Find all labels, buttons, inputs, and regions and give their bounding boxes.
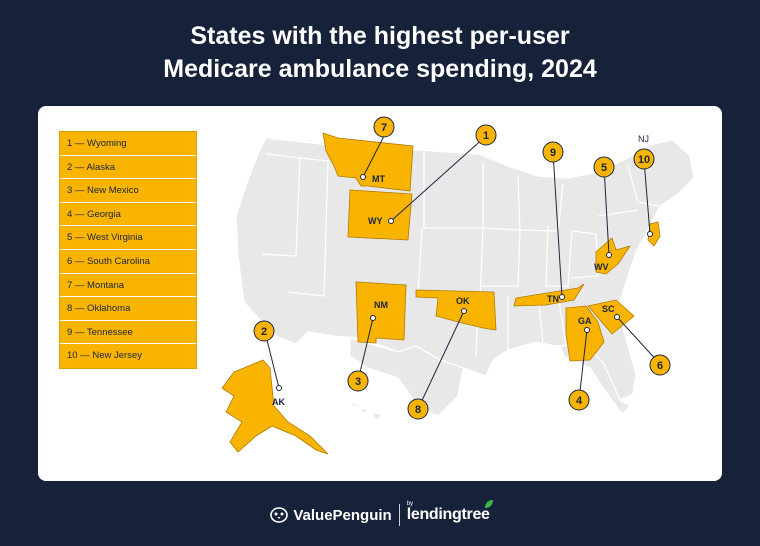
legend-item-4: 4 — Georgia [60, 202, 196, 227]
label-wv: WV [594, 262, 609, 272]
footer: ValuePenguin by lendingtree [0, 500, 760, 530]
rank-marker-1: 1 [475, 124, 497, 146]
legend-item-7: 7 — Montana [60, 273, 196, 298]
state-labels: MT WY NM OK TN GA SC WV AK NJ [272, 134, 649, 407]
label-nj: NJ [638, 134, 649, 144]
rank-markers: 7 1 9 5 10 2 3 8 4 6 [253, 116, 671, 420]
rank-marker-7: 7 [373, 116, 395, 138]
legend-item-2: 2 — Alaska [60, 155, 196, 180]
title-line-1: States with the highest per-user [190, 22, 570, 50]
valuepenguin-logo: ValuePenguin [270, 506, 392, 524]
svg-text:10: 10 [638, 154, 650, 166]
svg-text:3: 3 [355, 376, 361, 388]
state-georgia [565, 305, 605, 362]
legend-item-10: 10 — New Jersey [60, 344, 196, 368]
state-montana [322, 132, 414, 192]
state-south-carolina [587, 299, 635, 335]
us-base [235, 137, 695, 421]
legend-item-8: 8 — Oklahoma [60, 297, 196, 321]
state-alaska [221, 359, 329, 455]
brand-lendingtree: lendingtree [406, 506, 490, 523]
page-title: States with the highest per-user Medicar… [0, 20, 760, 86]
legend: 1 — Wyoming 2 — Alaska 3 — New Mexico 4 … [59, 131, 197, 369]
label-mt: MT [372, 174, 385, 184]
rank-marker-3: 3 [347, 370, 369, 392]
label-tn: TN [547, 294, 559, 304]
legend-item-6: 6 — South Carolina [60, 249, 196, 274]
svg-text:6: 6 [657, 360, 663, 372]
footer-divider [398, 504, 400, 526]
rank-marker-10: 10 [633, 148, 655, 170]
penguin-icon [270, 507, 289, 523]
rank-marker-2: 2 [253, 320, 275, 342]
rank-marker-4: 4 [568, 389, 590, 411]
state-oklahoma [415, 289, 497, 331]
highlighted-states [221, 132, 661, 455]
label-nm: NM [374, 300, 388, 310]
svg-text:5: 5 [601, 162, 607, 174]
legend-item-5: 5 — West Virginia [60, 226, 196, 250]
label-ak: AK [272, 397, 285, 407]
svg-text:8: 8 [415, 404, 421, 416]
state-tennessee [513, 283, 585, 307]
brand-by: by [406, 501, 414, 507]
svg-text:1: 1 [483, 130, 489, 142]
legend-item-9: 9 — Tennessee [60, 320, 196, 345]
leaf-icon [484, 500, 493, 508]
brand-valuepenguin: ValuePenguin [293, 506, 392, 524]
rank-marker-6: 6 [649, 354, 671, 376]
svg-text:9: 9 [550, 147, 556, 159]
svg-text:2: 2 [261, 326, 267, 338]
state-new-jersey [647, 221, 661, 247]
us-map: MT WY NM OK TN GA SC WV AK NJ 7 1 9 5 10… [221, 116, 695, 455]
label-wy: WY [368, 216, 383, 226]
leader-lines [264, 135, 661, 410]
state-west-virginia [595, 237, 631, 275]
legend-item-1: 1 — Wyoming [60, 132, 196, 156]
legend-item-3: 3 — New Mexico [60, 179, 196, 203]
map-card: 1 — Wyoming 2 — Alaska 3 — New Mexico 4 … [38, 106, 722, 481]
marker-dots [276, 174, 653, 391]
lendingtree-logo: by lendingtree [406, 500, 493, 524]
rank-marker-5: 5 [593, 156, 615, 178]
label-sc: SC [602, 304, 615, 314]
state-wyoming [347, 189, 413, 241]
rank-marker-9: 9 [542, 141, 564, 163]
state-new-mexico [355, 281, 407, 344]
svg-text:7: 7 [381, 122, 387, 134]
label-ga: GA [578, 316, 592, 326]
title-line-2: Medicare ambulance spending, 2024 [163, 55, 597, 83]
svg-text:4: 4 [576, 395, 583, 407]
label-ok: OK [456, 296, 470, 306]
rank-marker-8: 8 [407, 398, 429, 420]
